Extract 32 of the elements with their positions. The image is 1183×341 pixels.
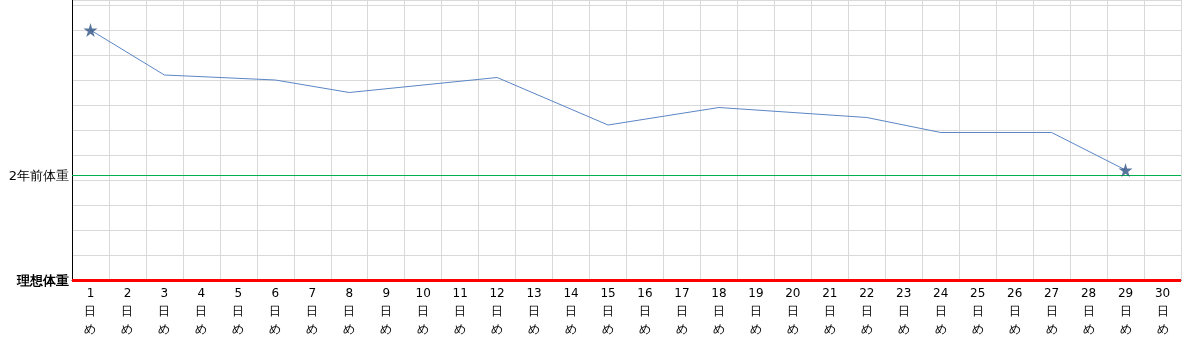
x-tick-label: 13日め (526, 286, 542, 336)
x-tick-label: 27日め (1043, 286, 1060, 336)
x-tick-label: 30日め (1154, 286, 1171, 336)
x-tick-label: 24日め (933, 286, 949, 336)
x-tick-label: 29日め (1117, 286, 1134, 336)
x-tick-label: 11日め (452, 286, 468, 336)
x-tick-label: 14日め (563, 286, 579, 336)
x-tick-label: 20日め (785, 286, 801, 336)
x-tick-label: 17日め (674, 286, 690, 336)
x-tick-label: 25日め (970, 286, 986, 336)
x-tick-label: 28日め (1080, 286, 1097, 336)
x-tick-label: 7日め (306, 286, 319, 336)
x-tick-label: 18日め (711, 286, 727, 336)
x-tick-label: 3日め (158, 286, 171, 336)
x-tick-label: 9日め (380, 286, 393, 336)
x-tick-label: 4日め (195, 286, 208, 336)
x-tick-label: 6日め (269, 286, 282, 336)
x-tick-label: 8日め (343, 286, 356, 336)
x-tick-label: 19日め (748, 286, 764, 336)
x-tick-label: 12日め (489, 286, 505, 336)
x-tick-label: 2日め (121, 286, 134, 336)
x-tick-label: 21日め (822, 286, 838, 336)
ref-line-label: 2年前体重 (8, 167, 69, 183)
x-tick-label: 15日め (600, 286, 616, 336)
x-tick-label: 10日め (415, 286, 431, 336)
x-tick-label: 22日め (859, 286, 875, 336)
x-tick-label: 26日め (1007, 286, 1023, 336)
ref-line-label: 理想体重 (16, 272, 69, 288)
x-tick-label: 1日め (84, 286, 97, 336)
x-tick-label: 16日め (637, 286, 653, 336)
x-tick-label: 23日め (896, 286, 912, 336)
x-tick-label: 5日め (232, 286, 245, 336)
